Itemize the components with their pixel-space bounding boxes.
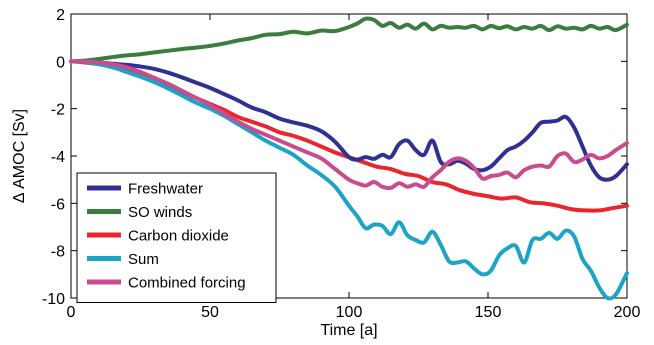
- legend-label: SO winds: [128, 204, 192, 221]
- x-axis-label: Time [a]: [320, 322, 377, 339]
- series-line-freshwater: [69, 59, 629, 182]
- y-tick-label: -8: [51, 244, 65, 261]
- y-tick-label: 2: [56, 7, 65, 24]
- x-tick-label: 0: [67, 304, 76, 321]
- y-tick-label: 0: [56, 54, 65, 71]
- legend-label: Carbon dioxide: [128, 228, 229, 245]
- legend-label: Sum: [128, 251, 159, 268]
- legend-label: Freshwater: [128, 181, 203, 198]
- y-tick-label: -6: [51, 196, 65, 213]
- legend: Freshwater SO winds Carbon dioxide Sum Combi…: [76, 172, 277, 303]
- series-line-combined-forcing: [69, 59, 629, 191]
- x-tick-label: 100: [336, 304, 363, 321]
- legend-label: Combined forcing: [128, 275, 246, 292]
- series-line-so-winds: [69, 16, 629, 64]
- y-tick-label: -4: [51, 149, 65, 166]
- y-axis: 2 0 -2 -4 -6 -8 -10: [42, 7, 627, 308]
- x-tick-label: 200: [614, 304, 641, 321]
- x-axis: 0 50 100 150 200: [67, 14, 641, 321]
- x-tick-label: 50: [201, 304, 219, 321]
- series-lines: [69, 16, 629, 301]
- x-tick-label: 150: [475, 304, 502, 321]
- y-tick-label: -10: [42, 291, 65, 308]
- y-axis-label: Δ AMOC [Sv]: [11, 109, 28, 203]
- y-tick-label: -2: [51, 102, 65, 119]
- series-line-sum: [69, 59, 629, 301]
